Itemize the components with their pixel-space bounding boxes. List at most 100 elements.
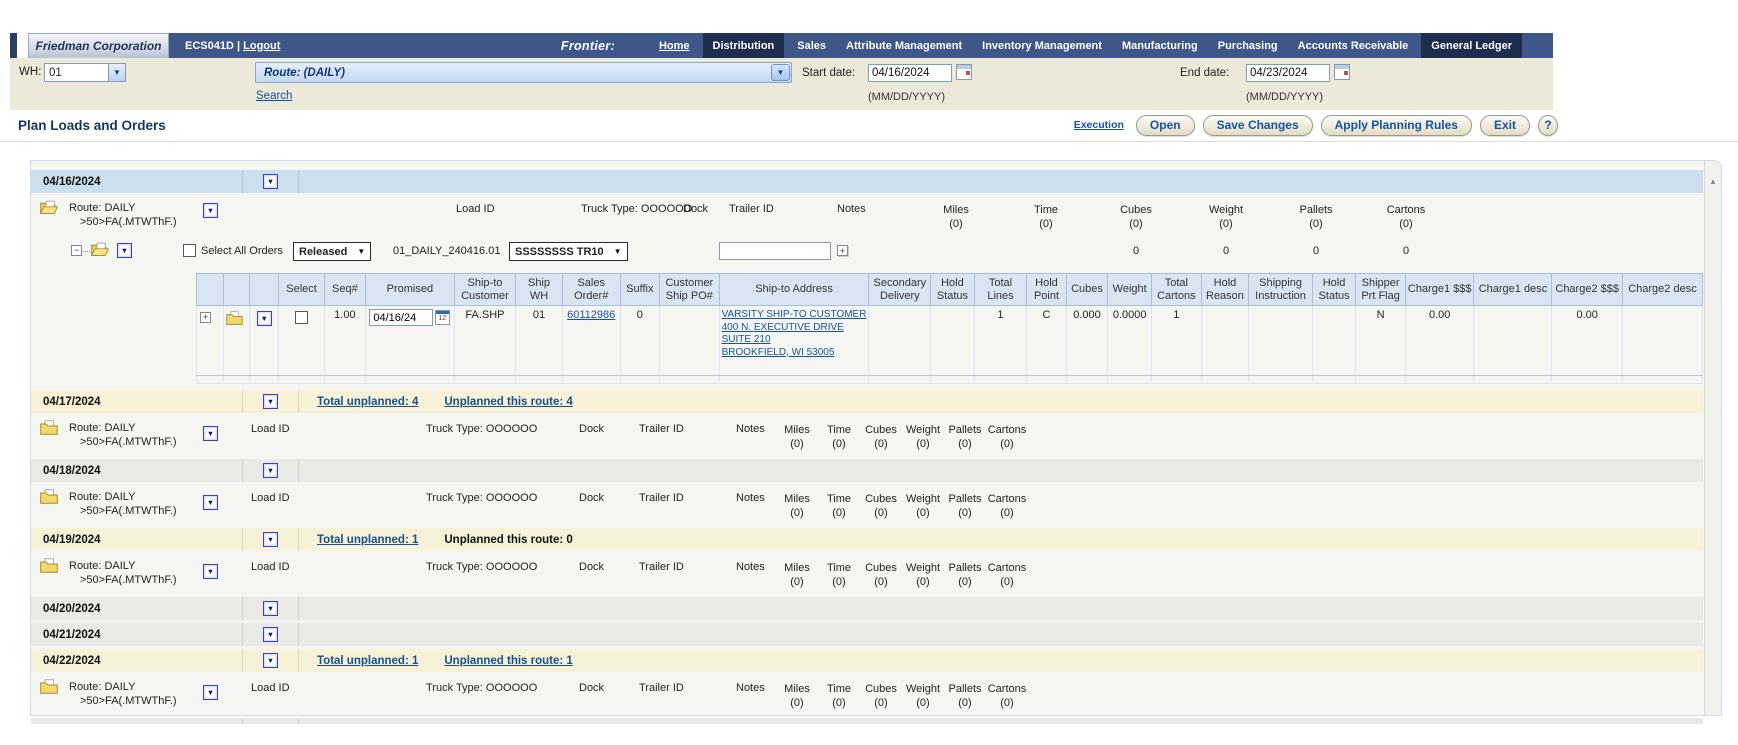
select-all-orders-label: Select All Orders xyxy=(201,245,283,257)
route-menu-icon[interactable] xyxy=(203,426,218,441)
nav-item-inventory-management[interactable]: Inventory Management xyxy=(982,39,1102,52)
section-menu-icon[interactable] xyxy=(263,601,278,616)
nav-item-manufacturing[interactable]: Manufacturing xyxy=(1121,39,1198,52)
logout-link[interactable]: Logout xyxy=(243,39,281,52)
route-unplanned-link[interactable]: Unplanned this route: 4 xyxy=(444,395,573,408)
warehouse-combo[interactable]: 01 ▼ xyxy=(44,63,126,82)
route-menu-icon[interactable] xyxy=(203,495,218,510)
metric-cell: Cubes (0) xyxy=(1120,204,1152,230)
trailer-id-input[interactable] xyxy=(719,242,831,260)
dock-label: Dock xyxy=(579,561,605,573)
load-id-label: Load ID xyxy=(251,492,290,504)
grid-column-header: Charge2 desc xyxy=(1621,273,1704,306)
total-unplanned-link[interactable]: Total unplanned: 1 xyxy=(317,533,419,546)
address-line-link[interactable]: BROOKFIELD, WI 53005 xyxy=(721,346,835,358)
expand-order-icon[interactable] xyxy=(200,312,211,323)
truck-type-select[interactable]: SSSSSSSS TR10 xyxy=(509,242,628,261)
apply-planning-rules-button[interactable]: Apply Planning Rules xyxy=(1320,114,1472,136)
total-unplanned-link[interactable]: Total unplanned: 4 xyxy=(317,395,419,408)
end-date-input[interactable] xyxy=(1246,64,1330,82)
warehouse-value: 01 xyxy=(49,66,62,79)
route-metrics: Miles (0) Time (0) Cubes (0) Weight (0) Pallets(… xyxy=(911,203,1451,231)
nav-item-sales[interactable]: Sales xyxy=(797,39,827,52)
chevron-down-icon[interactable]: ▼ xyxy=(108,64,125,81)
wh-label: WH: xyxy=(19,66,42,78)
address-line-link[interactable]: VARSITY SHIP-TO CUSTOMER xyxy=(721,309,867,320)
notes-expand-icon[interactable] xyxy=(837,245,848,256)
truck-type-label: Truck Type: OOOOOO xyxy=(426,492,538,504)
end-date-calendar-icon[interactable] xyxy=(1334,64,1350,80)
start-date-input[interactable] xyxy=(868,64,952,82)
metric-cell: Time (0) xyxy=(826,683,852,709)
chevron-down-icon[interactable]: ▼ xyxy=(771,64,790,81)
address-line-link[interactable]: SUITE 210 xyxy=(721,334,771,345)
route-menu-icon[interactable] xyxy=(203,685,218,700)
grid-column-header xyxy=(195,273,225,306)
promised-calendar-icon[interactable] xyxy=(435,310,451,326)
folder-closed-icon xyxy=(40,420,58,435)
route-menu-icon[interactable] xyxy=(203,203,218,218)
route-menu-icon[interactable] xyxy=(203,564,218,579)
section-menu-icon[interactable] xyxy=(263,532,278,547)
page-title: Plan Loads and Orders xyxy=(18,117,166,133)
grid-column-header: Secondary Delivery xyxy=(868,273,932,306)
metric-cell: Pallets (0) xyxy=(948,424,982,450)
ship-to-address: VARSITY SHIP-TO CUSTOMER 400 N. EXECUTIVE… xyxy=(718,305,870,376)
section-header: 04/20/2024 xyxy=(31,597,1703,620)
section-menu-icon[interactable] xyxy=(263,174,278,189)
route-value: Route: (DAILY) xyxy=(264,66,345,79)
search-link[interactable]: Search xyxy=(256,90,293,102)
address-line-link[interactable]: 400 N. EXECUTIVE DRIVE xyxy=(721,321,844,333)
grid-column-header: Cubes xyxy=(1065,273,1109,306)
filter-bar: WH: 01 ▼ Route: (DAILY) ▼ Search Start d… xyxy=(10,58,1553,110)
nav-item-home[interactable]: Home xyxy=(658,39,690,52)
save-changes-button[interactable]: Save Changes xyxy=(1202,114,1313,136)
date-section: 04/21/2024 xyxy=(31,623,1703,646)
load-id-label: Load ID xyxy=(456,203,495,215)
vertical-scrollbar[interactable] xyxy=(1704,161,1721,715)
execution-link[interactable]: Execution xyxy=(1073,119,1124,131)
route-combo[interactable]: Route: (DAILY) ▼ xyxy=(255,62,792,83)
collapse-load-icon[interactable] xyxy=(71,245,82,256)
grid-header-row: Select Seq# Promised Ship-to Customer Ship W… xyxy=(195,273,1704,306)
open-button[interactable]: Open xyxy=(1135,114,1195,136)
section-date: 04/21/2024 xyxy=(31,623,243,646)
section-menu-icon[interactable] xyxy=(263,653,278,668)
exit-button[interactable]: Exit xyxy=(1479,114,1530,136)
route-unplanned-link[interactable]: Unplanned this route: 1 xyxy=(444,654,573,667)
load-menu-icon[interactable] xyxy=(117,243,132,258)
promised-date-input[interactable] xyxy=(369,309,434,326)
metric-cell: Miles (0) xyxy=(784,424,810,450)
select-all-orders-checkbox[interactable] xyxy=(183,244,196,257)
nav-item-purchasing[interactable]: Purchasing xyxy=(1217,39,1278,52)
metric-cell: Cartons (0) xyxy=(987,562,1027,588)
session-code: ECS041D xyxy=(185,39,234,52)
grid-column-header: Hold Status xyxy=(1311,273,1357,306)
section-menu-icon[interactable] xyxy=(263,463,278,478)
suffix-value: 0 xyxy=(619,305,661,376)
trailer-id-label: Trailer ID xyxy=(639,682,684,694)
section-menu-icon[interactable] xyxy=(263,627,278,642)
nav-edge-decor xyxy=(10,33,17,58)
total-unplanned-link[interactable]: Total unplanned: 1 xyxy=(317,654,419,667)
nav-item-distribution[interactable]: Distribution xyxy=(702,33,785,58)
section-menu-icon[interactable] xyxy=(263,394,278,409)
grid-column-header: Customer Ship PO# xyxy=(659,273,720,306)
metric-cell: Pallets (0) xyxy=(1299,204,1333,230)
order-status-select[interactable]: Released xyxy=(293,242,372,261)
nav-item-general-ledger[interactable]: General Ledger xyxy=(1421,33,1522,58)
grid-column-header: Ship-to Customer xyxy=(453,273,517,306)
sales-order-link[interactable]: 60112986 xyxy=(567,309,616,321)
grid-column-header: Hold Point xyxy=(1026,273,1067,306)
ship-wh-value: 01 xyxy=(515,305,563,376)
grid-column-header: Select xyxy=(278,273,325,306)
nav-item-accounts-receivable[interactable]: Accounts Receivable xyxy=(1297,39,1409,52)
session-divider: | xyxy=(236,39,241,52)
start-date-calendar-icon[interactable] xyxy=(956,64,972,80)
order-menu-icon[interactable] xyxy=(256,311,272,326)
grid-column-header: Sales Order# xyxy=(561,273,621,306)
hold-point-value: C xyxy=(1026,305,1067,376)
help-button[interactable]: ? xyxy=(1538,114,1558,136)
order-select-checkbox[interactable] xyxy=(295,311,309,324)
nav-item-attribute-management[interactable]: Attribute Management xyxy=(846,39,963,52)
